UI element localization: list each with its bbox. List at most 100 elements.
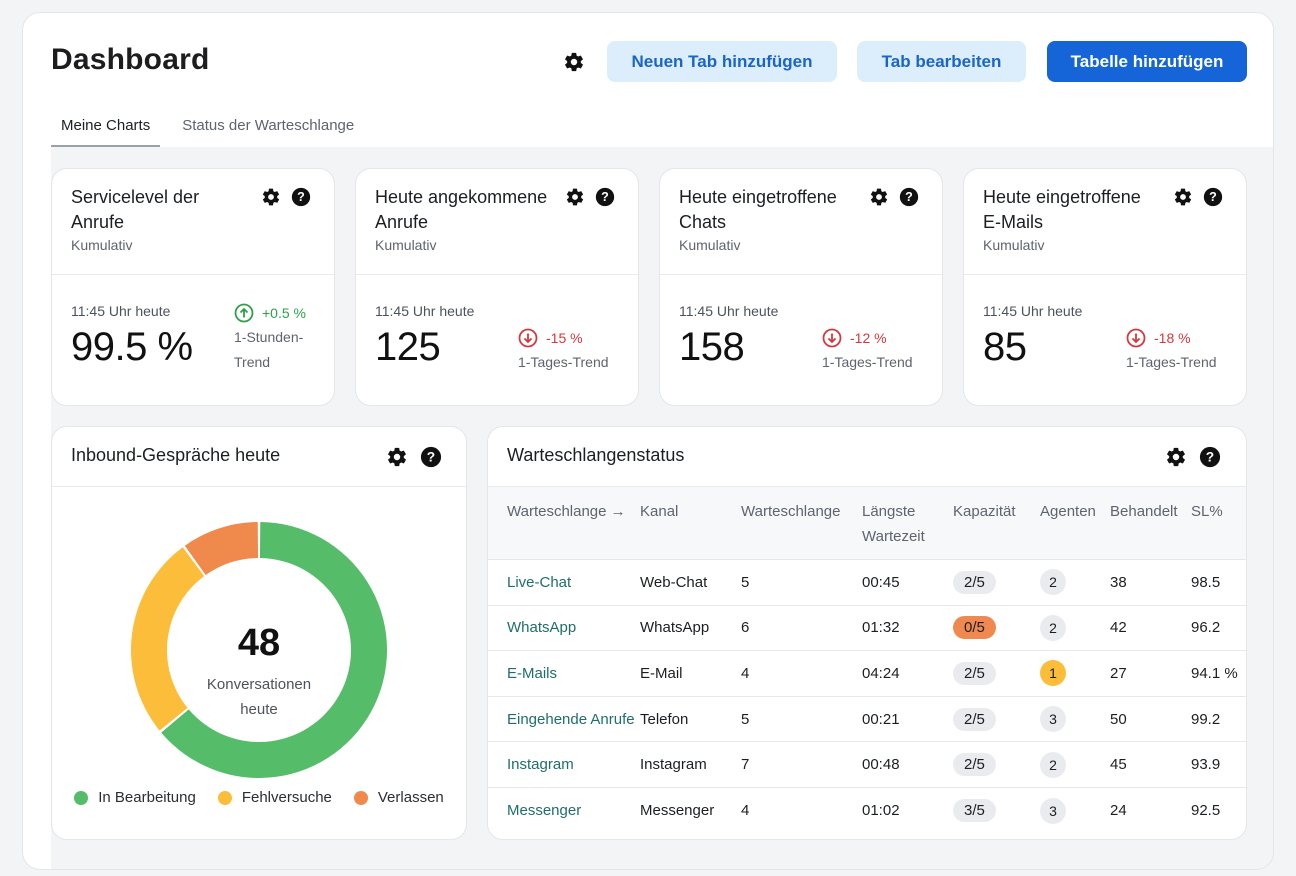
- svg-text:?: ?: [1209, 190, 1217, 204]
- capacity-pill: 2/5: [953, 707, 996, 731]
- queue-name-link[interactable]: Eingehende Anrufe: [488, 695, 640, 742]
- cell-channel: Instagram: [640, 741, 741, 788]
- cell-agents: 2: [1040, 741, 1110, 788]
- cell-sl: 98.5: [1191, 559, 1246, 606]
- agents-badge: 1: [1040, 660, 1066, 687]
- legend-dot: [353, 790, 368, 805]
- cell-capacity: 2/5: [953, 650, 1040, 697]
- stat-value: 85: [983, 325, 1027, 369]
- capacity-pill: 0/5: [953, 616, 996, 640]
- help-icon[interactable]: ?: [1199, 446, 1221, 468]
- queue-name-link[interactable]: Live-Chat: [488, 559, 640, 606]
- donut-total: 48: [238, 622, 280, 664]
- gear-icon[interactable]: [1165, 446, 1187, 468]
- header-sl[interactable]: SL%: [1191, 487, 1246, 560]
- cell-capacity: 3/5: [953, 786, 1040, 834]
- gear-icon[interactable]: [386, 446, 408, 468]
- trend-label: 1-Tages-Trend: [822, 354, 913, 370]
- stat-value: 158: [679, 325, 745, 369]
- donut-label-1: Konversationen: [207, 676, 311, 693]
- legend-item[interactable]: Fehlversuche: [217, 789, 332, 806]
- card-subtitle: Kumulativ: [71, 237, 133, 253]
- agents-badge: 2: [1040, 614, 1066, 641]
- table-row[interactable]: E-Mails E-Mail 4 04:24 2/5 1 27 94.1 %: [488, 650, 1246, 697]
- cell-handled: 45: [1110, 741, 1191, 788]
- legend-item[interactable]: Verlassen: [353, 789, 444, 806]
- table-row[interactable]: Eingehende Anrufe Telefon 5 00:21 2/5 3 …: [488, 695, 1246, 742]
- header-agents[interactable]: Agenten: [1040, 487, 1110, 560]
- gear-icon[interactable]: [261, 187, 281, 207]
- queue-name-link[interactable]: Instagram: [488, 741, 640, 788]
- trend-value: -15 %: [546, 330, 583, 346]
- donut-slice-in-bearbeitung[interactable]: [161, 522, 387, 778]
- card-subtitle: Kumulativ: [983, 237, 1045, 253]
- tab-my-charts[interactable]: Meine Charts: [51, 109, 161, 147]
- trend-label: 1-Tages-Trend: [1126, 354, 1217, 370]
- trend: -15 % 1-Tages-Trend: [518, 328, 609, 375]
- svg-text:?: ?: [601, 190, 609, 204]
- cell-longest-wait: 00:45: [862, 559, 953, 606]
- cell-agents: 1: [1040, 650, 1110, 697]
- queue-table: Warteschlange → Kanal Warteschlange Läng…: [488, 487, 1246, 834]
- card-title: Warteschlangenstatus: [507, 445, 685, 465]
- header-handled[interactable]: Behandelt: [1110, 487, 1191, 560]
- card-subtitle: Kumulativ: [375, 237, 437, 253]
- cell-handled: 24: [1110, 786, 1191, 834]
- cell-capacity: 2/5: [953, 741, 1040, 788]
- legend-label: Verlassen: [377, 789, 444, 806]
- trend: +0.5 % 1-Stunden-Trend: [234, 303, 324, 375]
- header-longest-wait[interactable]: Längste Wartezeit: [862, 487, 953, 560]
- agents-badge: 2: [1040, 569, 1066, 596]
- cell-agents: 2: [1040, 604, 1110, 651]
- trend-down-icon: [1126, 328, 1146, 348]
- new-tab-button[interactable]: Neuen Tab hinzufügen: [607, 41, 837, 82]
- page-title: Dashboard: [51, 43, 210, 76]
- donut-slice-fehlversuche[interactable]: [131, 547, 205, 731]
- queue-name-link[interactable]: E-Mails: [488, 650, 640, 697]
- stat-card-service-level: Servicelevel der Anrufe ? Kumulativ 11:4…: [51, 168, 335, 406]
- header-queue[interactable]: Warteschlange →: [488, 487, 640, 560]
- cell-longest-wait: 00:48: [862, 741, 953, 788]
- help-icon[interactable]: ?: [291, 187, 311, 207]
- table-row[interactable]: Messenger Messenger 4 01:02 3/5 3 24 92.…: [488, 786, 1246, 834]
- donut-slice-verlassen[interactable]: [184, 522, 259, 576]
- header-channel[interactable]: Kanal: [640, 487, 741, 560]
- help-icon[interactable]: ?: [420, 446, 442, 468]
- gear-icon[interactable]: [563, 51, 585, 73]
- capacity-pill: 2/5: [953, 661, 996, 685]
- legend-label: In Bearbeitung: [98, 789, 196, 806]
- card-title: Inbound-Gespräche heute: [71, 445, 281, 465]
- cell-queue-count: 5: [741, 695, 862, 742]
- cell-longest-wait: 04:24: [862, 650, 953, 697]
- cell-handled: 50: [1110, 695, 1191, 742]
- cell-longest-wait: 01:02: [862, 786, 953, 834]
- queue-name-link[interactable]: Messenger: [488, 786, 640, 834]
- cell-channel: Messenger: [640, 786, 741, 834]
- help-icon[interactable]: ?: [899, 187, 919, 207]
- stat-time: 11:45 Uhr heute: [679, 303, 779, 319]
- help-icon[interactable]: ?: [1203, 187, 1223, 207]
- table-row[interactable]: Instagram Instagram 7 00:48 2/5 2 45 93.…: [488, 741, 1246, 788]
- capacity-pill: 2/5: [953, 753, 996, 777]
- legend-dot: [74, 790, 89, 805]
- header-queue-count[interactable]: Warteschlange: [741, 487, 862, 560]
- gear-icon[interactable]: [565, 187, 585, 207]
- queue-status-card: Warteschlangenstatus ? Warteschlange → K…: [487, 426, 1247, 840]
- table-row[interactable]: Live-Chat Web-Chat 5 00:45 2/5 2 38 98.5: [488, 559, 1246, 606]
- queue-name-link[interactable]: WhatsApp: [488, 604, 640, 651]
- card-title: Servicelevel der Anrufe: [71, 187, 200, 232]
- edit-tab-button[interactable]: Tab bearbeiten: [857, 41, 1026, 82]
- cell-queue-count: 5: [741, 559, 862, 606]
- svg-text:?: ?: [297, 190, 305, 204]
- header-capacity[interactable]: Kapazität: [953, 487, 1040, 560]
- legend-item[interactable]: In Bearbeitung: [74, 789, 196, 806]
- cell-queue-count: 7: [741, 741, 862, 788]
- gear-icon[interactable]: [1173, 187, 1193, 207]
- cell-queue-count: 4: [741, 650, 862, 697]
- gear-icon[interactable]: [869, 187, 889, 207]
- table-row[interactable]: WhatsApp WhatsApp 6 01:32 0/5 2 42 96.2: [488, 604, 1246, 651]
- add-table-button[interactable]: Tabelle hinzufügen: [1047, 41, 1247, 82]
- help-icon[interactable]: ?: [595, 187, 615, 207]
- cell-capacity: 2/5: [953, 559, 1040, 606]
- tab-queue-status[interactable]: Status der Warteschlange: [182, 117, 355, 134]
